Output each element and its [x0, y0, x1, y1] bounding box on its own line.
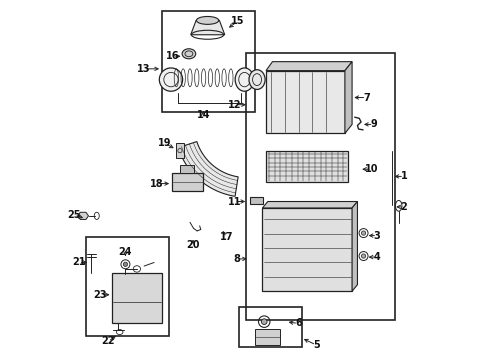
- Bar: [180, 165, 194, 173]
- Text: 23: 23: [93, 290, 107, 300]
- Text: 4: 4: [373, 252, 380, 262]
- Ellipse shape: [159, 68, 182, 91]
- Polygon shape: [78, 212, 88, 220]
- Text: 25: 25: [67, 210, 81, 220]
- Bar: [249, 197, 263, 204]
- Text: 6: 6: [294, 319, 301, 328]
- Ellipse shape: [123, 262, 127, 266]
- Text: 9: 9: [369, 120, 376, 129]
- Ellipse shape: [361, 231, 365, 235]
- Text: 8: 8: [233, 254, 240, 264]
- Text: 1: 1: [400, 171, 407, 181]
- Text: 24: 24: [119, 247, 132, 257]
- Ellipse shape: [248, 70, 264, 89]
- Bar: [176, 143, 183, 158]
- Bar: [246, 53, 394, 320]
- Ellipse shape: [261, 319, 266, 324]
- Bar: [239, 307, 301, 347]
- Text: 21: 21: [72, 257, 85, 267]
- Text: 7: 7: [362, 93, 369, 103]
- Polygon shape: [178, 141, 238, 196]
- Ellipse shape: [235, 68, 253, 91]
- Ellipse shape: [361, 254, 365, 258]
- Polygon shape: [351, 202, 357, 291]
- Text: 12: 12: [227, 100, 241, 110]
- Text: 22: 22: [102, 336, 115, 346]
- Bar: [112, 273, 162, 323]
- Text: 16: 16: [166, 51, 179, 61]
- Text: 15: 15: [230, 17, 244, 27]
- Polygon shape: [262, 202, 357, 208]
- Text: 10: 10: [365, 164, 378, 174]
- Ellipse shape: [182, 49, 195, 59]
- Bar: [262, 208, 351, 291]
- Text: 19: 19: [158, 139, 171, 148]
- Bar: [86, 237, 169, 336]
- Text: 5: 5: [312, 340, 319, 350]
- Text: 2: 2: [400, 202, 407, 212]
- Polygon shape: [265, 62, 351, 71]
- Polygon shape: [190, 21, 224, 35]
- Bar: [254, 329, 280, 345]
- Ellipse shape: [196, 17, 218, 24]
- Text: 13: 13: [136, 64, 150, 74]
- Text: 11: 11: [227, 197, 241, 207]
- Bar: [162, 12, 255, 112]
- Text: 18: 18: [149, 179, 163, 189]
- Bar: [265, 151, 348, 182]
- Polygon shape: [344, 62, 351, 134]
- Text: 3: 3: [373, 231, 380, 240]
- Bar: [172, 173, 203, 191]
- Text: 20: 20: [185, 239, 199, 249]
- Text: 17: 17: [220, 232, 233, 242]
- Text: 14: 14: [196, 111, 209, 121]
- Bar: [265, 71, 344, 134]
